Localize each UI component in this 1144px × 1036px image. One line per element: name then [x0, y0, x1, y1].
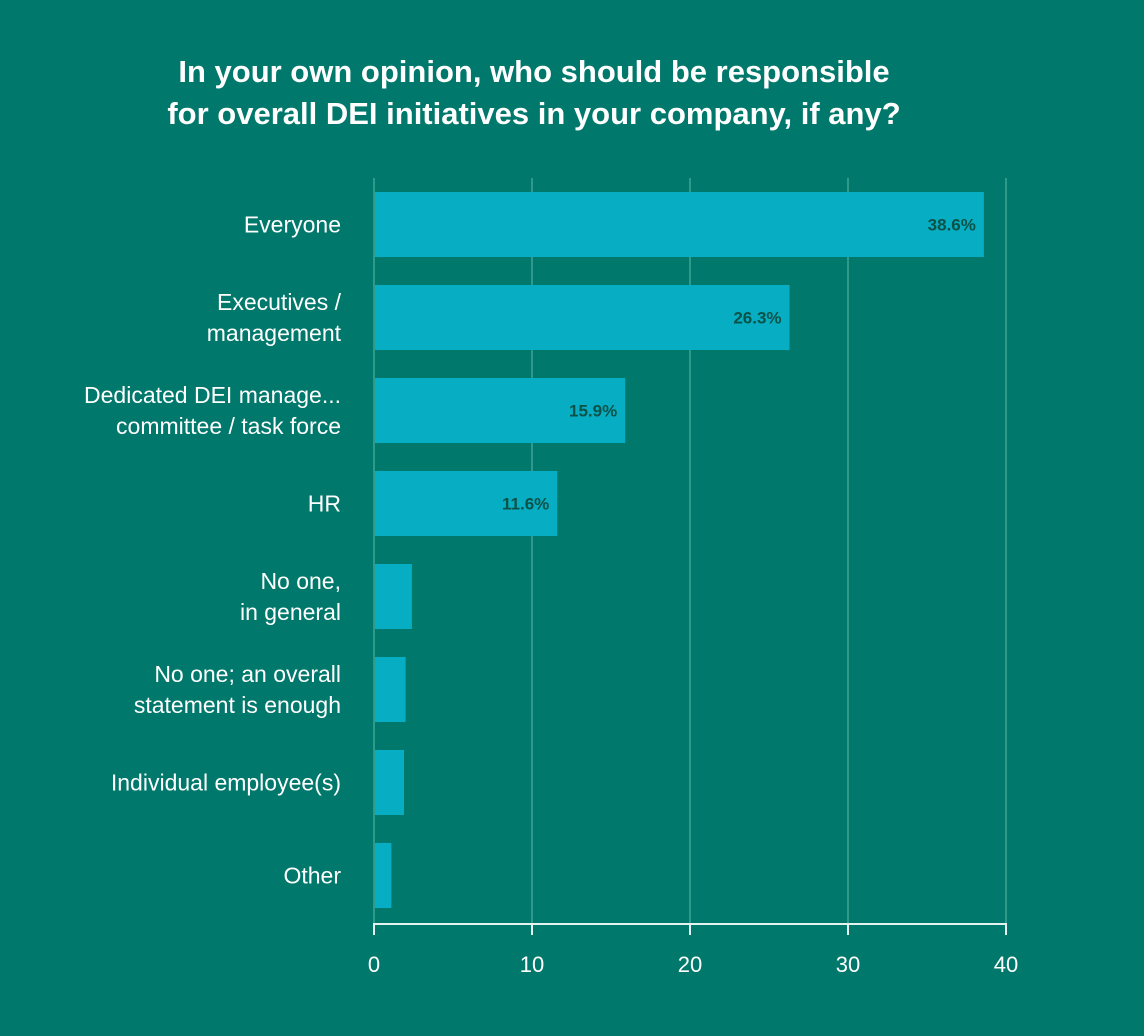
bar-7 — [374, 843, 392, 908]
bar-0 — [374, 192, 984, 257]
bar-3 — [374, 471, 558, 536]
category-label-7-line-0: Other — [283, 863, 341, 889]
category-label-4-line-1: in general — [240, 599, 341, 625]
data-label-1: 26.3% — [733, 309, 781, 328]
x-axis: 0 10 20 30 40 — [368, 178, 1018, 977]
bar-1 — [374, 285, 790, 350]
bar-5 — [374, 657, 406, 722]
data-label-3: 11.6% — [502, 495, 549, 514]
category-label-5-line-1: statement is enough — [134, 692, 341, 718]
category-label-2-line-0: Dedicated DEI manage... — [84, 382, 341, 408]
data-label-0: 38.6% — [928, 216, 976, 235]
category-label-2-line-1: committee / task force — [116, 413, 341, 439]
category-label-1-line-0: Executives / — [217, 289, 342, 315]
bar-2 — [374, 378, 626, 443]
bar-6 — [374, 750, 405, 815]
category-label-0-line-0: Everyone — [244, 212, 341, 238]
chart-title-line-1: In your own opinion, who should be respo… — [178, 54, 889, 89]
category-label-1-line-1: management — [207, 320, 342, 346]
x-tick-label-40: 40 — [994, 952, 1018, 977]
x-tick-label-20: 20 — [678, 952, 702, 977]
bar-4 — [374, 564, 412, 629]
category-label-6-line-0: Individual employee(s) — [111, 770, 341, 796]
data-label-2: 15.9% — [569, 402, 617, 421]
category-label-5-line-0: No one; an overall — [154, 661, 341, 687]
category-labels: Everyone Executives / management Dedicated … — [84, 212, 342, 889]
x-tick-label-10: 10 — [520, 952, 544, 977]
chart-title-line-2: for overall DEI initiatives in your comp… — [167, 96, 900, 131]
bars: 38.6% 26.3% 15.9% 11.6% — [374, 192, 984, 908]
x-tick-label-0: 0 — [368, 952, 380, 977]
x-tick-label-30: 30 — [836, 952, 860, 977]
category-label-4-line-0: No one, — [260, 568, 341, 594]
category-label-3-line-0: HR — [308, 491, 341, 517]
